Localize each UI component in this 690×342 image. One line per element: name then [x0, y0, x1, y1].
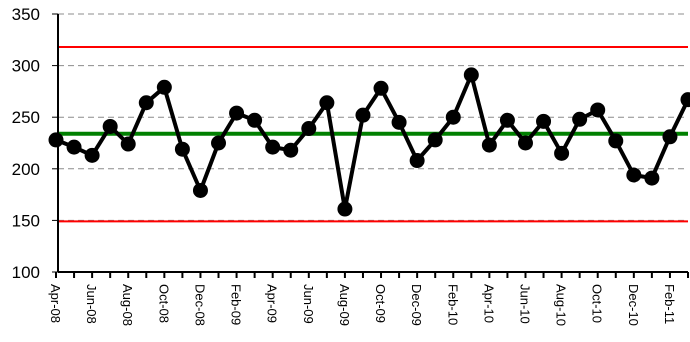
data-point	[409, 153, 425, 169]
x-tick-label: Apr-09	[265, 284, 280, 323]
data-point	[554, 145, 570, 161]
data-point	[211, 135, 227, 151]
series-line	[55, 72, 690, 211]
data-point	[391, 114, 407, 130]
data-point	[481, 137, 497, 153]
data-point	[102, 118, 118, 134]
x-tick-label: Jun-10	[517, 284, 532, 324]
axes	[52, 13, 689, 278]
data-point	[301, 121, 317, 137]
data-point	[626, 167, 642, 183]
x-axis-tick-labels: Apr-08 Jun-08 Aug-08 Oct-08 Dec-08 Feb-09 Apr-…	[48, 284, 677, 326]
gridlines	[58, 13, 688, 221]
data-point	[174, 141, 190, 157]
data-point	[66, 139, 82, 155]
y-tick-label: 100	[12, 263, 40, 282]
x-tick-label: Feb-10	[445, 284, 460, 325]
y-axis-tick-labels: 100 150 200 250 300 350	[12, 5, 40, 282]
data-point	[499, 112, 515, 128]
x-tick-label: Oct-10	[590, 284, 605, 323]
reference-lines	[58, 46, 688, 223]
x-tick-label: Feb-11	[662, 284, 677, 324]
data-point	[517, 135, 533, 151]
data-point	[536, 113, 552, 129]
x-tick-label: Dec-09	[409, 284, 424, 326]
data-point	[680, 92, 690, 108]
x-tick-label: Feb-09	[229, 284, 244, 325]
data-point	[572, 111, 588, 127]
x-tick-label: Aug-08	[120, 284, 135, 326]
data-point	[138, 95, 154, 111]
data-point	[427, 132, 443, 148]
x-tick-label: Jun-09	[301, 284, 316, 324]
data-series	[48, 67, 690, 217]
data-point	[229, 105, 245, 121]
data-point	[463, 67, 479, 83]
x-tick-label: Apr-08	[48, 284, 63, 323]
data-point	[445, 109, 461, 125]
y-tick-label: 300	[12, 57, 40, 76]
x-tick-label: Aug-09	[337, 284, 352, 326]
data-point	[156, 79, 172, 95]
x-tick-label: Dec-10	[626, 284, 641, 326]
data-point	[337, 201, 353, 217]
x-tick-label: Oct-09	[373, 284, 388, 323]
data-point	[373, 80, 389, 96]
data-point	[84, 147, 100, 163]
y-tick-label: 250	[12, 108, 40, 127]
data-point	[644, 170, 660, 186]
data-point	[120, 136, 136, 152]
y-tick-label: 150	[12, 211, 40, 230]
x-tick-label: Dec-08	[192, 284, 207, 326]
data-point	[590, 102, 606, 118]
x-tick-label: Oct-08	[156, 284, 171, 323]
y-tick-label: 200	[12, 160, 40, 179]
x-tick-label: Apr-10	[481, 284, 496, 323]
data-point	[48, 132, 64, 148]
data-point	[319, 95, 335, 111]
y-tick-label: 350	[12, 5, 40, 24]
data-point	[265, 139, 281, 155]
data-point	[283, 142, 299, 158]
data-point	[608, 133, 624, 149]
data-point	[355, 107, 371, 123]
x-tick-label: Jun-08	[84, 284, 99, 324]
data-point	[247, 112, 263, 128]
x-tick-label: Aug-10	[554, 284, 569, 326]
data-point	[192, 182, 208, 198]
data-point	[662, 129, 678, 145]
